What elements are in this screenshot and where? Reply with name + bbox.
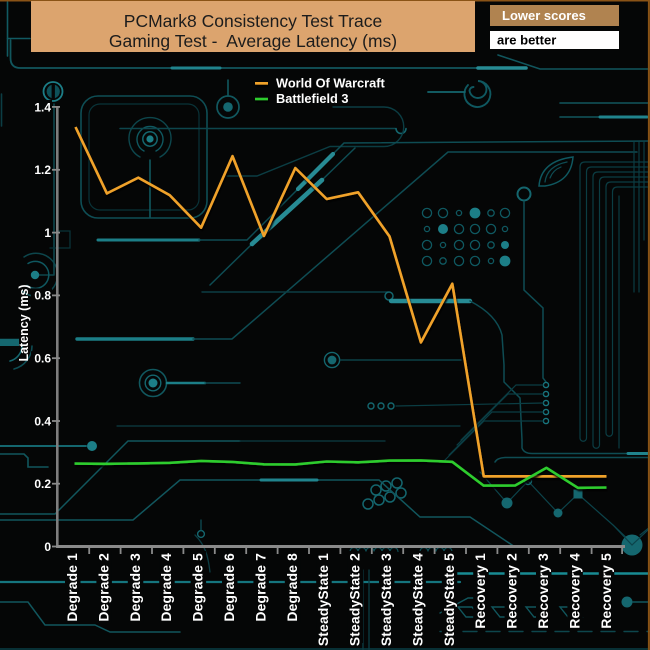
svg-text:1: 1 — [44, 226, 51, 240]
svg-text:0.4: 0.4 — [34, 414, 51, 428]
svg-text:Recovery 3: Recovery 3 — [536, 553, 551, 629]
svg-text:Recovery 4: Recovery 4 — [567, 553, 582, 629]
svg-text:PCMark8 Consistency Test Trace: PCMark8 Consistency Test Trace — [124, 11, 382, 31]
svg-text:Degrade 4: Degrade 4 — [159, 553, 174, 622]
svg-text:Degrade 6: Degrade 6 — [222, 553, 237, 622]
svg-text:0.6: 0.6 — [34, 352, 51, 366]
svg-text:World Of Warcraft: World Of Warcraft — [276, 76, 386, 91]
svg-text:1.4: 1.4 — [34, 100, 51, 114]
svg-text:Lower scores: Lower scores — [502, 8, 586, 23]
svg-text:SteadyState 1: SteadyState 1 — [316, 553, 331, 646]
svg-text:Recovery 1: Recovery 1 — [473, 553, 488, 629]
svg-text:Battlefield 3: Battlefield 3 — [276, 91, 349, 106]
svg-text:SteadyState 4: SteadyState 4 — [410, 553, 425, 646]
svg-text:Recovery 5: Recovery 5 — [599, 553, 614, 629]
svg-text:Degrade 2: Degrade 2 — [96, 553, 111, 622]
svg-text:1.2: 1.2 — [34, 163, 51, 177]
svg-text:SteadyState 3: SteadyState 3 — [379, 553, 394, 646]
svg-text:Degrade 5: Degrade 5 — [191, 553, 206, 622]
svg-text:Degrade 8: Degrade 8 — [285, 553, 300, 622]
svg-text:Recovery 2: Recovery 2 — [505, 553, 520, 629]
svg-text:Degrade 7: Degrade 7 — [253, 553, 268, 622]
svg-text:0.2: 0.2 — [34, 477, 51, 491]
svg-text:Degrade 1: Degrade 1 — [65, 553, 80, 622]
svg-text:SteadyState 5: SteadyState 5 — [442, 553, 457, 646]
svg-text:Gaming Test - Average Latency: Gaming Test - Average Latency (ms) — [109, 31, 397, 51]
svg-text:Latency (ms): Latency (ms) — [17, 284, 31, 361]
svg-text:are better: are better — [497, 33, 556, 48]
svg-text:0.8: 0.8 — [34, 289, 51, 303]
svg-text:Degrade 3: Degrade 3 — [128, 553, 143, 622]
svg-text:0: 0 — [44, 540, 51, 554]
svg-text:SteadyState 2: SteadyState 2 — [348, 553, 363, 646]
